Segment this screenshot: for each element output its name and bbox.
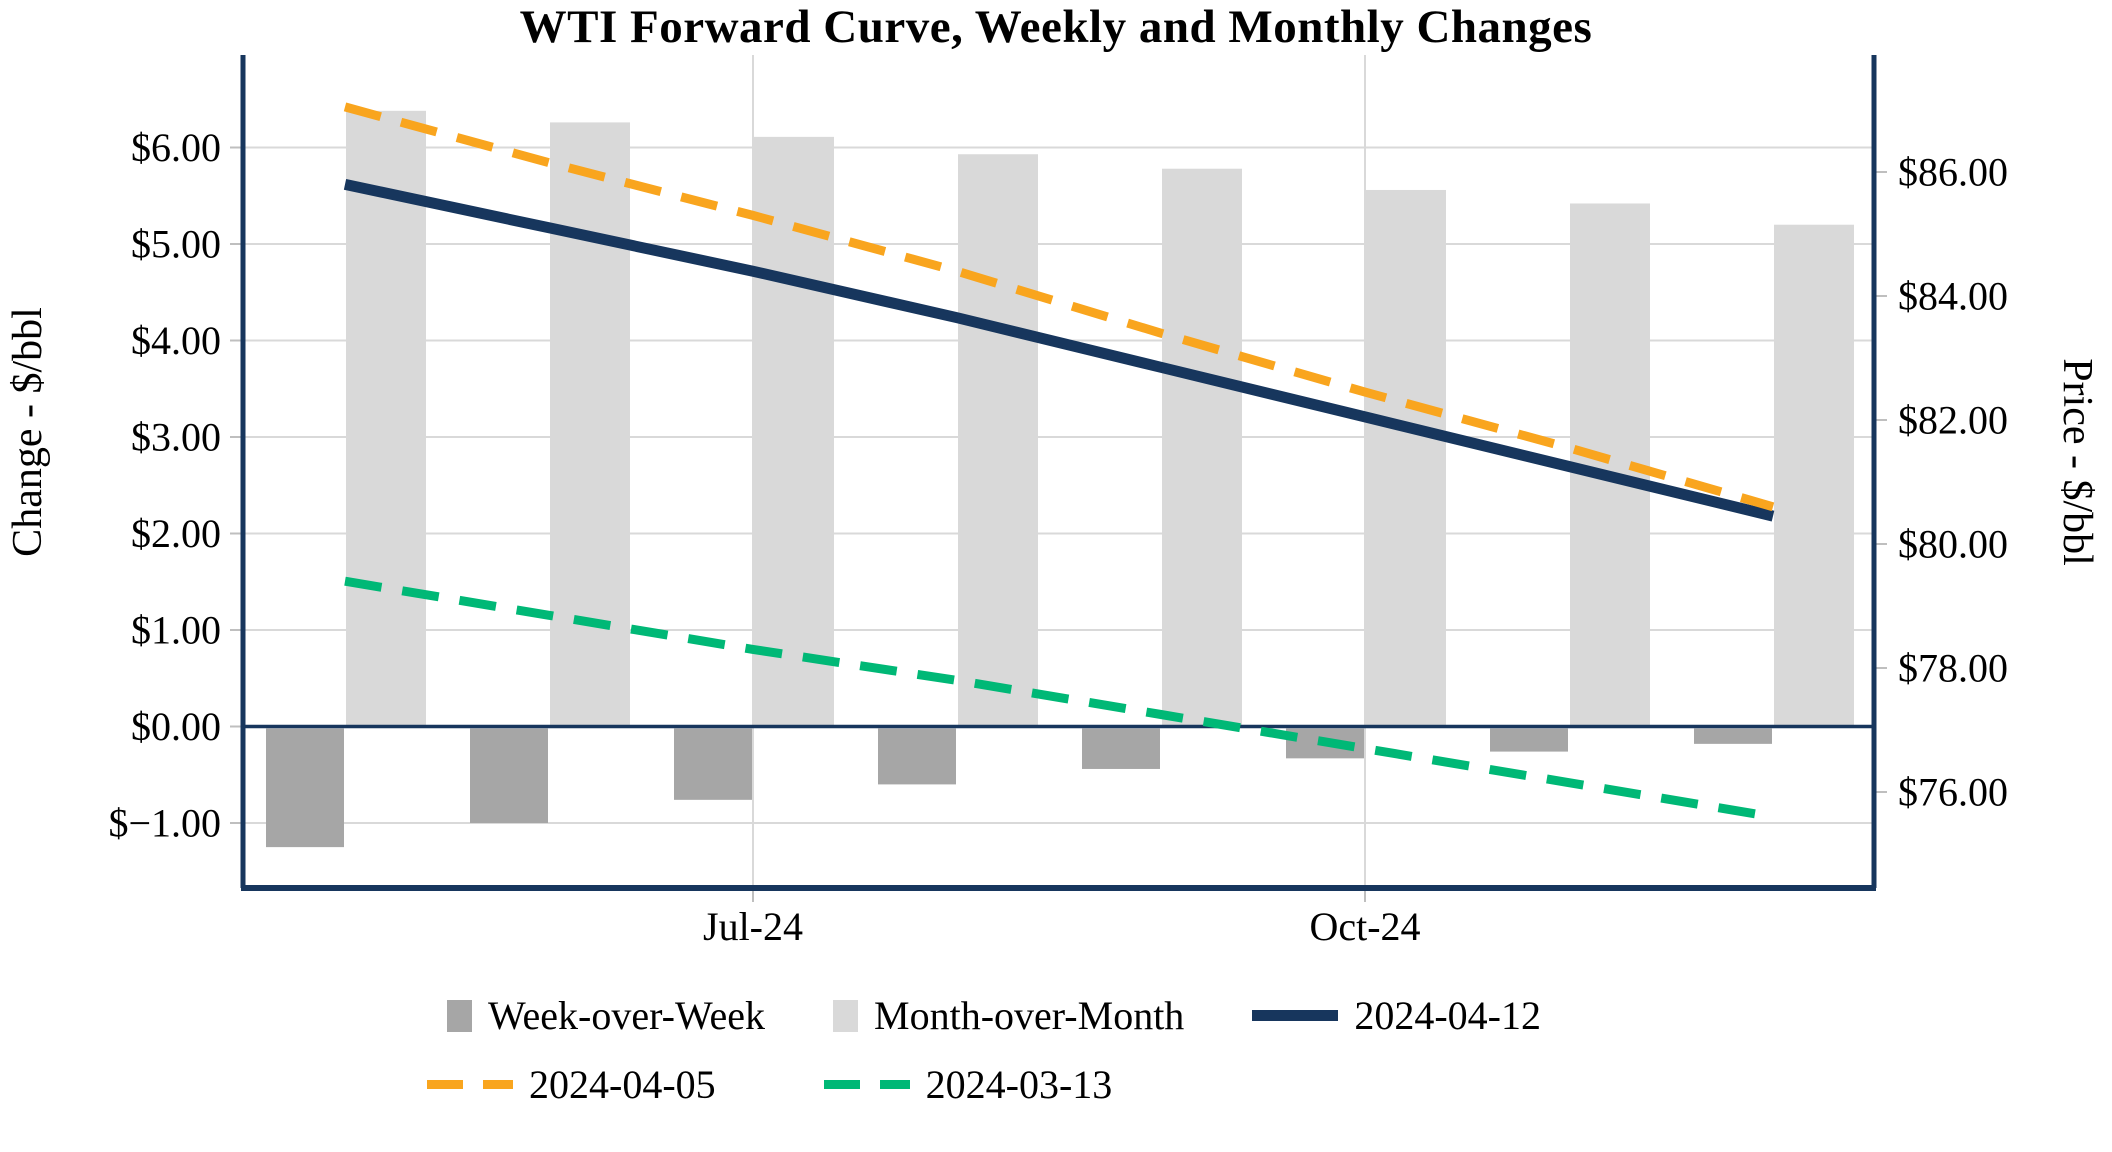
legend-label: 2024-04-05 xyxy=(529,1062,716,1107)
x-axis-tick-label: Oct-24 xyxy=(1309,904,1420,949)
left-axis-tick-label: $2.00 xyxy=(131,511,221,556)
bar-month-over-month-Sep-24 xyxy=(1162,168,1242,727)
bar-week-over-week-Dec-24 xyxy=(1694,728,1772,744)
legend-item-week-over-week: Week-over-Week xyxy=(447,992,765,1039)
legend-item-2024-04-12: 2024-04-12 xyxy=(1252,992,1541,1039)
legend-row-2: 2024-04-05 2024-03-13 xyxy=(0,1061,2112,1108)
bar-week-over-week-Nov-24 xyxy=(1490,728,1568,752)
left-axis-tick-label: $3.00 xyxy=(131,415,221,460)
dashed-line-swatch-icon xyxy=(823,1080,910,1089)
legend-label: Week-over-Week xyxy=(488,993,766,1038)
legend-item-2024-04-05: 2024-04-05 xyxy=(427,1061,716,1108)
bar-week-over-week-Sep-24 xyxy=(1082,728,1160,769)
chart-legend: Week-over-Week Month-over-Month 2024-04-… xyxy=(0,992,2112,1130)
line-2024-03-13 xyxy=(344,576,1774,822)
bar-month-over-month-May-24 xyxy=(346,110,426,727)
month-over-month-swatch-icon xyxy=(833,999,859,1032)
line-2024-04-05 xyxy=(343,102,1775,512)
bar-month-over-month-Oct-24 xyxy=(1366,189,1446,727)
legend-label: Month-over-Month xyxy=(874,993,1185,1038)
right-axis-tick-label: $86.00 xyxy=(1898,150,2008,195)
bar-month-over-month-Aug-24 xyxy=(958,154,1038,727)
left-axis-tick-label: $0.00 xyxy=(131,704,221,749)
right-axis-tick-label: $76.00 xyxy=(1898,770,2008,815)
bar-week-over-week-Aug-24 xyxy=(878,728,956,785)
legend-label: 2024-03-13 xyxy=(925,1062,1113,1107)
right-axis-tick-label: $78.00 xyxy=(1898,646,2008,691)
left-axis-tick-label: $1.00 xyxy=(131,608,221,653)
left-axis-tick-label: $5.00 xyxy=(131,222,221,267)
line-2024-04-12 xyxy=(343,179,1775,522)
left-axis-tick-label: $4.00 xyxy=(131,318,221,363)
solid-line-swatch-icon xyxy=(1252,1010,1339,1021)
x-axis-tick-label: Jul-24 xyxy=(703,904,803,949)
legend-item-month-over-month: Month-over-Month xyxy=(833,992,1184,1039)
legend-row-1: Week-over-Week Month-over-Month 2024-04-… xyxy=(0,992,2112,1039)
bar-month-over-month-Dec-24 xyxy=(1774,224,1854,727)
bar-week-over-week-Jun-24 xyxy=(470,728,548,823)
legend-item-2024-03-13: 2024-03-13 xyxy=(823,1061,1113,1108)
left-axis-tick-label: $6.00 xyxy=(131,125,221,170)
right-axis-title: Price - $/bbl xyxy=(2054,358,2100,566)
right-axis-tick-label: $84.00 xyxy=(1898,274,2008,319)
bar-week-over-week-Jul-24 xyxy=(674,728,752,800)
left-axis-tick-label: $−1.00 xyxy=(108,801,221,846)
left-axis-title: Change - $/bbl xyxy=(5,307,51,557)
bar-month-over-month-Jun-24 xyxy=(550,122,630,727)
dashed-line-swatch-icon xyxy=(427,1080,513,1089)
legend-label: 2024-04-12 xyxy=(1354,993,1541,1038)
right-axis-tick-label: $80.00 xyxy=(1898,522,2008,567)
bar-week-over-week-May-24 xyxy=(266,728,344,848)
week-over-week-swatch-icon xyxy=(447,999,472,1032)
chart-title: WTI Forward Curve, Weekly and Monthly Ch… xyxy=(519,1,1593,53)
right-axis-tick-label: $82.00 xyxy=(1898,398,2008,443)
